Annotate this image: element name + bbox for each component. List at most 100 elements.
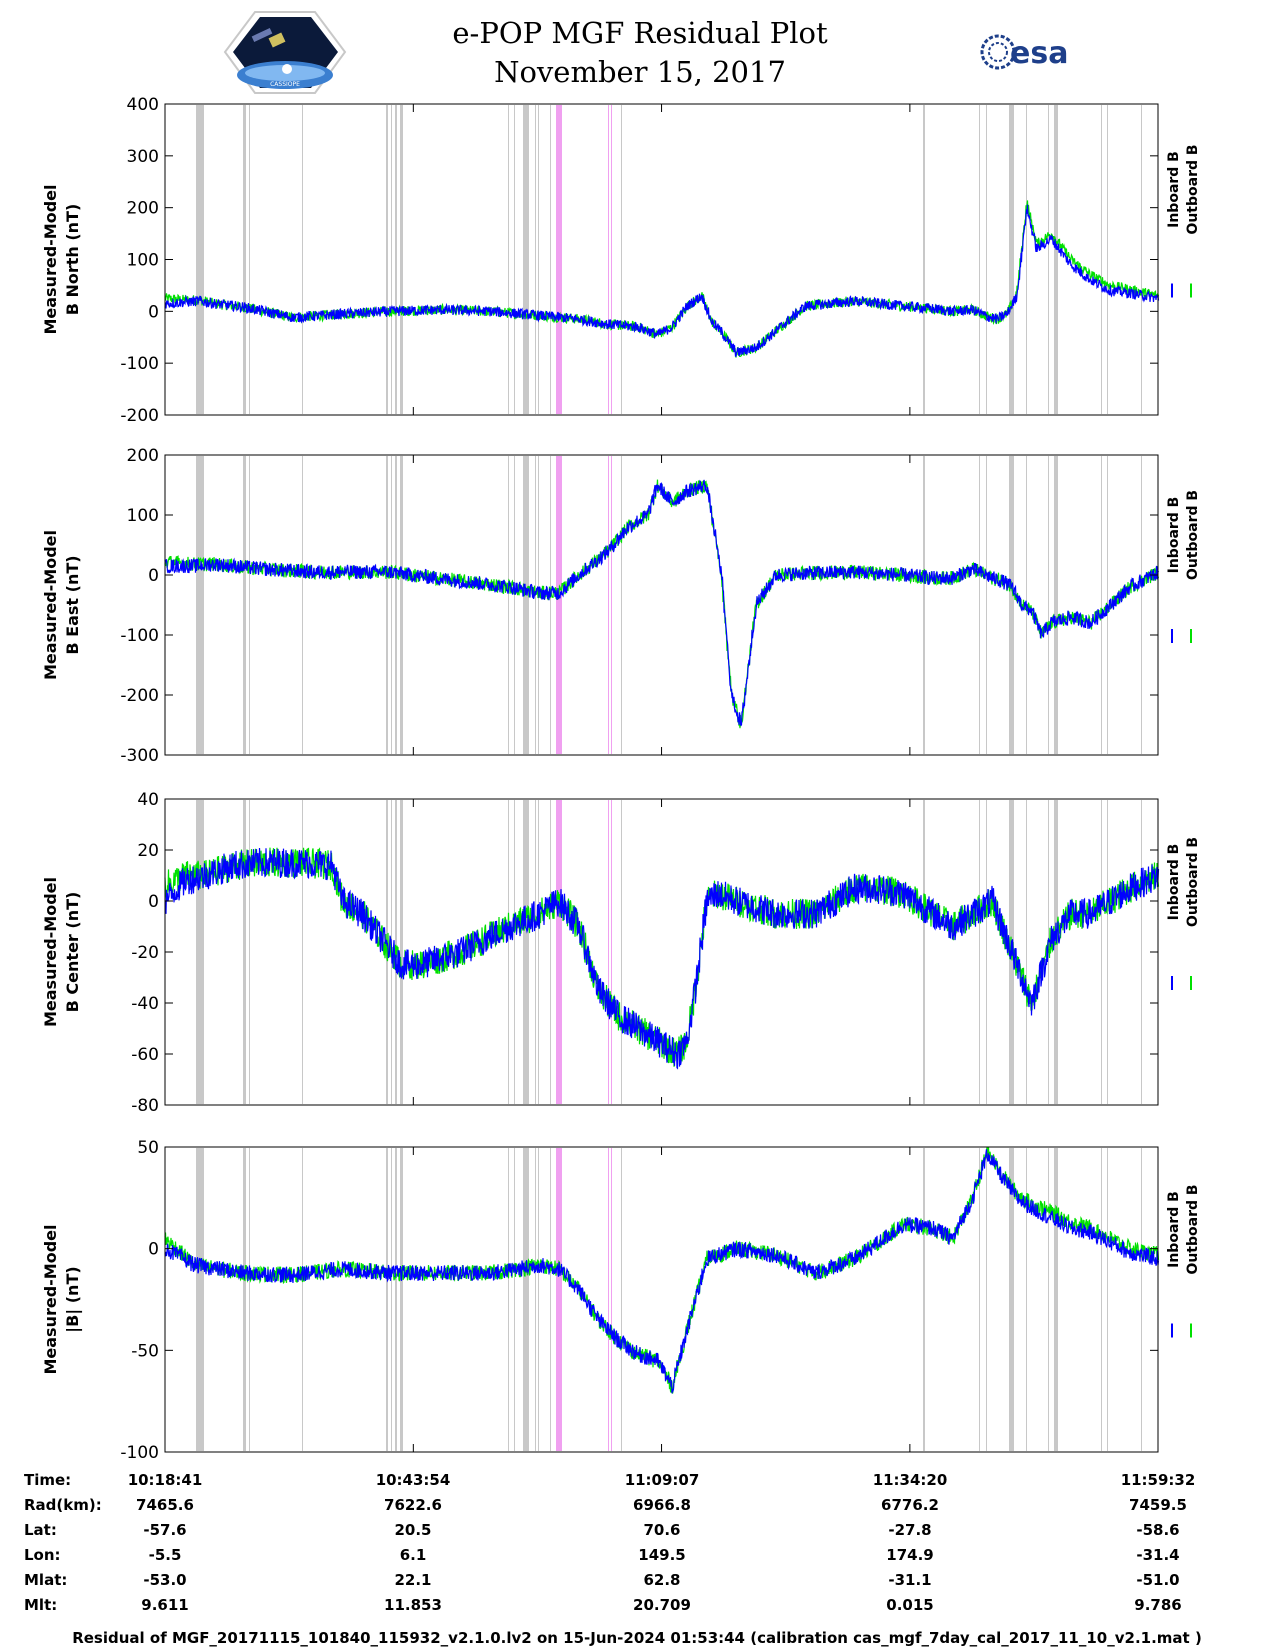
data-gap-band <box>1026 800 1027 1104</box>
data-gap-band <box>538 456 539 754</box>
calibration-gap-band <box>608 800 609 1104</box>
table-cell: 149.5 <box>638 1546 685 1564</box>
table-cell: -5.5 <box>149 1546 182 1564</box>
y-tick-label: 400 <box>127 95 159 115</box>
calibration-gap-band <box>608 105 609 414</box>
data-gap-band <box>391 105 392 414</box>
table-cell: 70.6 <box>643 1521 680 1539</box>
data-gap-band <box>523 105 529 414</box>
data-gap-band <box>196 456 204 754</box>
data-gap-band <box>1101 456 1102 754</box>
calibration-gap-band <box>608 1148 609 1451</box>
data-gap-band <box>302 800 303 1104</box>
data-gap-band <box>1141 1148 1142 1451</box>
data-gap-band <box>1054 800 1058 1104</box>
data-gap-band <box>986 1148 987 1451</box>
data-gap-band <box>1107 1148 1108 1451</box>
cassiope-logo: CASSIOPE <box>223 11 347 94</box>
y-tick-label: -20 <box>131 943 159 963</box>
esa-logo: esa <box>980 34 1068 71</box>
legend-label: Outboard B <box>1185 1184 1201 1274</box>
data-gap-band <box>1048 456 1049 754</box>
y-axis-label: Measured-Model <box>41 877 60 1027</box>
legend-label: Outboard B <box>1185 490 1201 580</box>
table-cell: 9.786 <box>1134 1596 1181 1614</box>
y-tick-label: 100 <box>127 506 159 526</box>
data-gap-band <box>621 105 622 414</box>
data-gap-band <box>1101 800 1102 1104</box>
y-tick-label: 40 <box>137 790 159 810</box>
table-row-label: Time: <box>24 1471 71 1489</box>
data-gap-band <box>550 456 551 754</box>
data-gap-band <box>514 105 515 414</box>
data-gap-band <box>302 1148 303 1451</box>
calibration-gap-band <box>556 800 562 1104</box>
data-gap-band <box>535 456 536 754</box>
series-line-inboard-b <box>164 1149 1160 1394</box>
table-row-label: Lon: <box>24 1546 61 1564</box>
y-axis-label: B Center (nT) <box>63 892 82 1013</box>
table-cell: -58.6 <box>1136 1521 1179 1539</box>
y-tick-label: 100 <box>127 251 159 271</box>
table-cell: -31.1 <box>888 1571 931 1589</box>
data-gap-band <box>1009 1148 1014 1451</box>
y-tick-label: -200 <box>120 406 159 426</box>
y-tick-label: -40 <box>131 994 159 1014</box>
data-gap-band <box>1048 1148 1049 1451</box>
data-gap-band <box>249 456 250 754</box>
legend-label: Outboard B <box>1185 144 1201 234</box>
data-gap-band <box>395 1148 397 1451</box>
y-axis-label: B East (nT) <box>63 555 82 654</box>
cassiope-logo-text: CASSIOPE <box>270 81 300 88</box>
chart-title: e-POP MGF Residual Plot <box>452 16 828 50</box>
data-gap-band <box>986 456 987 754</box>
table-row-label: Rad(km): <box>24 1496 102 1514</box>
data-gap-band <box>1054 1148 1058 1451</box>
data-gap-band <box>249 105 250 414</box>
data-gap-band <box>508 800 509 1104</box>
table-cell: 9.611 <box>141 1596 188 1614</box>
data-gap-band <box>1026 1148 1027 1451</box>
series-line-inboard-b <box>164 847 1160 1070</box>
data-gap-band <box>395 456 397 754</box>
data-gap-band <box>1107 800 1108 1104</box>
data-gap-band <box>1141 800 1142 1104</box>
calibration-gap-band <box>556 1148 562 1451</box>
table-cell: -53.0 <box>143 1571 186 1589</box>
table-cell: 174.9 <box>886 1546 933 1564</box>
legend-label: Inboard B <box>1166 1191 1182 1268</box>
data-gap-band <box>979 1148 980 1451</box>
table-cell: 62.8 <box>643 1571 680 1589</box>
y-axis-label: Measured-Model <box>41 184 60 334</box>
data-gap-band <box>508 456 509 754</box>
y-tick-label: -80 <box>131 1096 159 1116</box>
data-gap-band <box>1048 105 1049 414</box>
data-gap-band <box>243 800 246 1104</box>
y-tick-label: 0 <box>148 566 159 586</box>
panel-4: -100 -50 0 50 Measured-Model |B| (nT) Inboard … <box>41 1138 1201 1463</box>
data-gap-band <box>538 800 539 1104</box>
table-cell: -27.8 <box>888 1521 931 1539</box>
panel-3: -80 -60 -40 -20 0 20 40 Measured-Model B Center … <box>41 790 1201 1116</box>
y-tick-label: -100 <box>120 354 159 374</box>
y-tick-label: 0 <box>148 1240 159 1260</box>
data-gap-band <box>243 456 246 754</box>
data-gap-band <box>196 800 204 1104</box>
table-cell: -51.0 <box>1136 1571 1179 1589</box>
y-axis-label: B North (nT) <box>63 204 82 316</box>
table-cell: 6.1 <box>400 1546 427 1564</box>
data-gap-band <box>1054 105 1058 414</box>
table-cell: 7459.5 <box>1129 1496 1187 1514</box>
data-gap-band <box>1107 105 1108 414</box>
calibration-gap-band <box>611 800 612 1104</box>
data-gap-band <box>523 800 529 1104</box>
data-gap-band <box>400 800 403 1104</box>
panel-2: -300 -200 -100 0 100 200 Measured-Model B East … <box>41 446 1201 766</box>
series-line-inboard-b <box>164 204 1160 357</box>
data-gap-band <box>514 800 515 1104</box>
data-gap-band <box>508 105 509 414</box>
table-row-label: Mlt: <box>24 1596 57 1614</box>
y-tick-label: -200 <box>120 686 159 706</box>
table-cell: 6966.8 <box>633 1496 691 1514</box>
data-gap-band <box>986 800 987 1104</box>
